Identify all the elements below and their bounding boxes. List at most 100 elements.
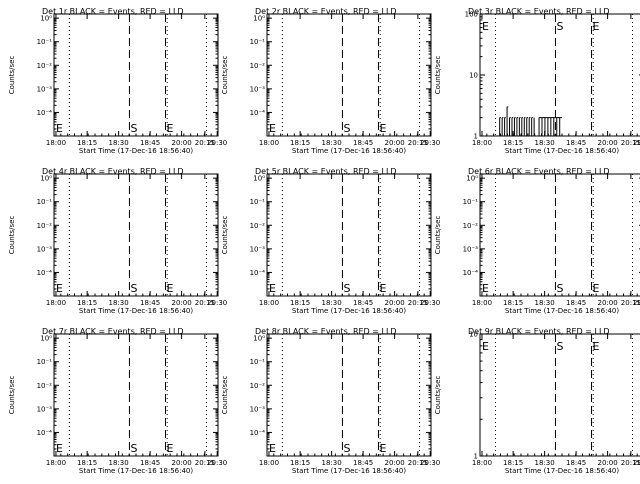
x-tick-label: 18:45 [566,459,586,467]
panel-1: Det 1r BLACK = Events, RED = LLD 10⁻⁴ 10⁻³… [8,7,227,155]
marker-s: S [343,442,350,455]
marker-e-end: E [167,122,174,135]
x-tick-label: 18:30 [109,299,129,307]
y-tick-label: 10⁻⁴ [250,429,266,437]
y-axis-label: Counts/sec [8,376,16,415]
marker-s: S [556,340,563,353]
y-tick-label: 10 [469,331,478,339]
y-tick-label: 10⁻² [37,62,53,70]
y-tick-label: 10⁻¹ [37,358,53,366]
x-tick-label: 20:30 [633,299,640,307]
x-tick-label: 18:45 [566,139,586,147]
x-tick-label: 18:30 [535,299,555,307]
marker-e-start: E [482,340,489,353]
marker-e-start: E [269,282,276,295]
marker-e-end: E [593,282,600,295]
x-axis-label: Start Time (17-Dec-16 18:56:40) [292,147,406,155]
panel-title: Det 8r BLACK = Events, RED = LLD [255,327,397,336]
panel-title: Det 3r BLACK = Events, RED = LLD [468,7,610,16]
x-tick-label: 18:30 [109,139,129,147]
x-tick-label: 20:30 [420,299,440,307]
x-tick-label: 18:15 [503,459,523,467]
x-tick-label: 20:00 [597,459,617,467]
x-tick-label: 18:00 [472,299,492,307]
x-tick-label: 18:45 [140,139,160,147]
marker-e-end: E [167,442,174,455]
x-tick-label: 20:15 [408,299,428,307]
y-tick-label: 10⁻⁴ [463,269,479,277]
y-tick-label: 10⁻¹ [37,38,53,46]
x-axis-label: Start Time (17-Dec-16 18:56:40) [505,307,619,315]
panel-title: Det 1r BLACK = Events, RED = LLD [42,7,184,16]
y-tick-label: 10⁻¹ [37,198,53,206]
y-axis-label: Counts/sec [434,376,442,415]
marker-e-start: E [56,282,63,295]
y-tick-label: 10⁻³ [250,245,266,253]
marker-s: S [130,282,137,295]
x-tick-label: 18:30 [322,139,342,147]
x-tick-label: 20:15 [621,459,640,467]
x-tick-label: 20:30 [207,459,227,467]
y-tick-label: 10⁻² [250,382,266,390]
y-axis-label: Counts/sec [221,216,229,255]
x-tick-label: 18:30 [109,459,129,467]
y-tick-label: 10⁻⁴ [37,109,53,117]
x-tick-label: 18:00 [46,299,66,307]
marker-s: S [343,282,350,295]
x-tick-label: 18:00 [46,139,66,147]
x-tick-label: 18:30 [322,299,342,307]
marker-e-end: E [380,282,387,295]
x-tick-label: 20:00 [384,299,404,307]
y-tick-label: 10⁰ [40,15,52,23]
panel-2: Det 2r BLACK = Events, RED = LLD 10⁻⁴ 10⁻³… [221,7,440,155]
x-tick-label: 18:45 [140,299,160,307]
y-axis-label: Counts/sec [221,56,229,95]
panel-title: Det 5r BLACK = Events, RED = LLD [255,167,397,176]
x-tick-label: 20:15 [408,139,428,147]
marker-e-start: E [482,282,489,295]
x-tick-label: 18:15 [290,459,310,467]
y-tick-label: 10⁻² [37,382,53,390]
y-tick-label: 10⁰ [40,335,52,343]
y-tick-label: 10⁻¹ [463,198,479,206]
y-tick-label: 10⁻³ [250,405,266,413]
panel-title: Det 4r BLACK = Events, RED = LLD [42,167,184,176]
x-tick-label: 18:45 [353,459,373,467]
y-tick-label: 10⁰ [253,175,265,183]
y-tick-label: 10⁻¹ [250,38,266,46]
y-tick-label: 1 [474,453,478,461]
y-tick-label: 10⁻¹ [250,358,266,366]
y-tick-label: 10⁻² [250,222,266,230]
plot-frame [266,173,432,297]
y-tick-label: 10⁻³ [250,85,266,93]
x-tick-label: 20:15 [408,459,428,467]
x-tick-label: 18:15 [503,299,523,307]
x-tick-label: 18:00 [472,139,492,147]
y-tick-label: 10⁻² [250,62,266,70]
panel-4: Det 4r BLACK = Events, RED = LLD 10⁻⁴ 10⁻³… [8,167,227,315]
x-tick-label: 18:45 [140,459,160,467]
x-tick-label: 18:00 [259,299,279,307]
marker-e-end: E [593,340,600,353]
plot-frame [53,13,219,137]
x-tick-label: 20:15 [195,459,215,467]
marker-s: S [343,122,350,135]
marker-e-start: E [56,122,63,135]
x-tick-label: 18:15 [77,299,97,307]
y-tick-label: 10⁻⁴ [37,429,53,437]
y-axis-label: Counts/sec [8,216,16,255]
plot-frame [53,173,219,297]
x-tick-label: 20:15 [621,299,640,307]
x-tick-label: 18:30 [535,459,555,467]
y-axis-label: Counts/sec [434,216,442,255]
x-tick-label: 20:00 [171,299,191,307]
x-tick-label: 20:30 [420,459,440,467]
y-tick-label: 10⁻⁴ [250,269,266,277]
x-tick-label: 20:00 [384,139,404,147]
plot-frame [479,173,640,297]
x-axis-label: Start Time (17-Dec-16 18:56:40) [79,307,193,315]
panel-8: Det 8r BLACK = Events, RED = LLD 10⁻⁴ 10⁻³… [221,327,440,475]
